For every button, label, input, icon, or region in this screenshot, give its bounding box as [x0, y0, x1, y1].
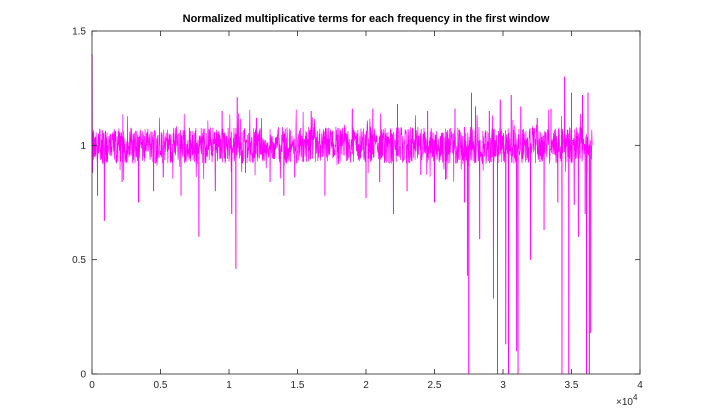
x-tick-label: 0.5	[154, 380, 168, 391]
y-tick-label: 0	[80, 370, 86, 381]
x-tick-label: 3.5	[565, 380, 579, 391]
chart-title: Normalized multiplicative terms for each…	[183, 13, 550, 25]
y-tick-label: 0.5	[72, 255, 86, 266]
x-exponent-base: ×10	[616, 397, 633, 408]
x-tick-label: 3	[500, 380, 506, 391]
x-axis-exponent-label: ×104	[616, 393, 638, 408]
y-tick-label: 1	[80, 141, 86, 152]
x-exponent-power: 4	[633, 393, 638, 402]
x-ticks: 0 0.5 1 1.5 2 2.5 3 3.5 4	[89, 31, 643, 391]
x-tick-label: 4	[637, 380, 643, 391]
x-tick-label: 1.5	[291, 380, 305, 391]
x-tick-label: 2.5	[428, 380, 442, 391]
x-tick-label: 0	[89, 380, 95, 391]
y-tick-label: 1.5	[72, 27, 86, 38]
x-tick-label: 1	[226, 380, 232, 391]
x-tick-label: 2	[363, 380, 369, 391]
y-ticks: 0 0.5 1 1.5	[72, 27, 640, 381]
series-layer	[91, 53, 593, 375]
plot-area	[92, 31, 640, 374]
